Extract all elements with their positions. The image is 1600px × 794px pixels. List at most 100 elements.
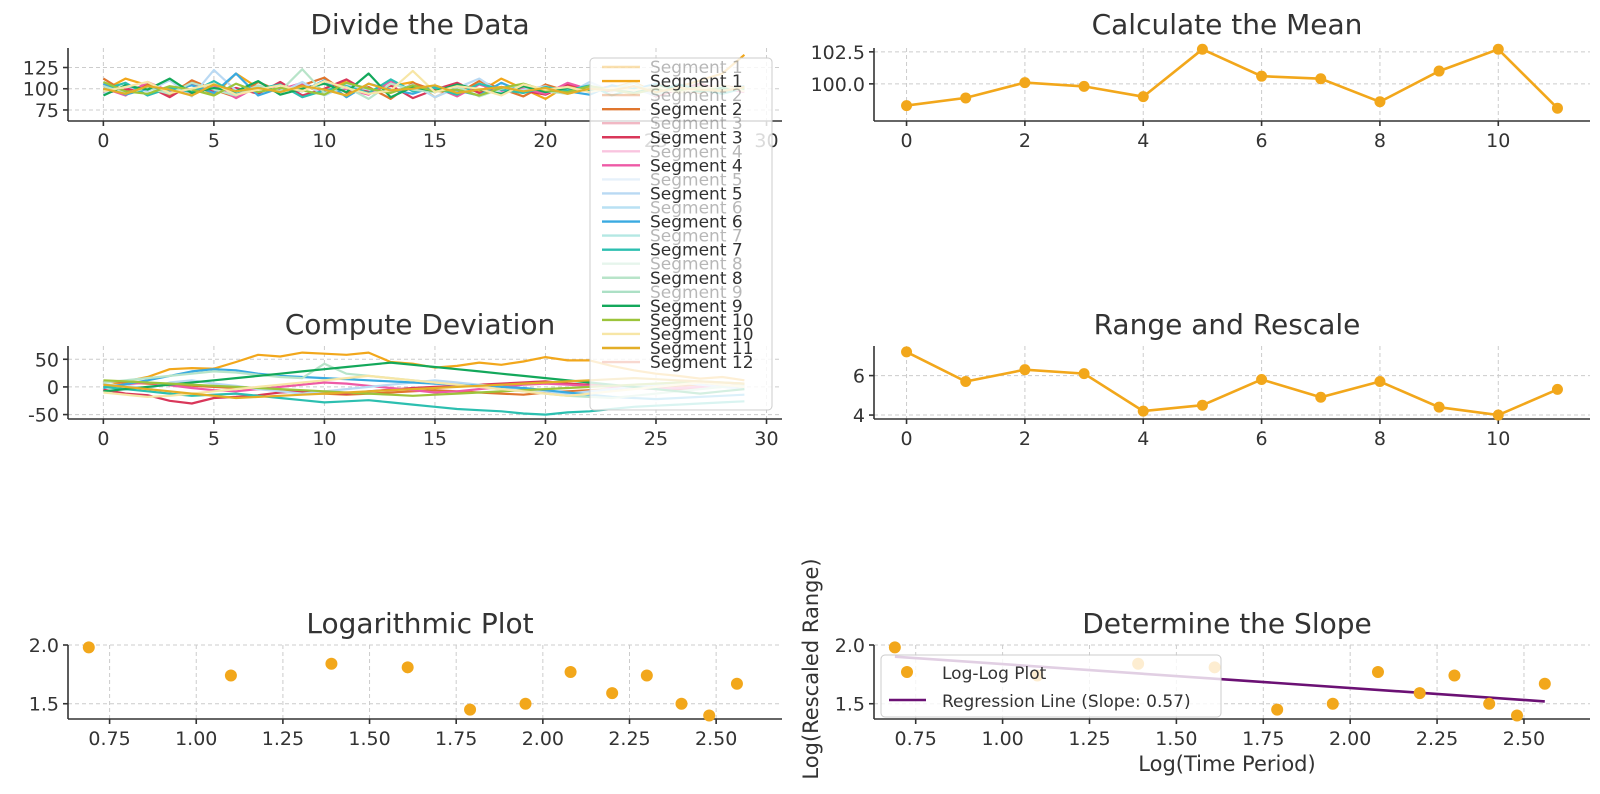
x-tick-label: 2.25 — [608, 728, 650, 750]
mean-line — [905, 350, 1559, 417]
data-point — [1551, 102, 1563, 114]
scatter-point — [1511, 709, 1524, 722]
data-point — [1374, 376, 1386, 388]
legend-label: Segment 9 — [650, 283, 743, 303]
chart-deviation: 0 5 10 15 20 25 30 -50 0 50 Compute Deviation — [28, 308, 782, 450]
data-point — [1137, 91, 1149, 103]
scatter-point — [1538, 677, 1551, 690]
y-tick-label: 100.0 — [811, 74, 865, 96]
x-tick-label: 2 — [1019, 130, 1031, 152]
scatter-point — [730, 677, 743, 690]
mean-line — [906, 47, 1559, 110]
x-tick-label: 4 — [1137, 130, 1149, 152]
y-tick-label: 75 — [35, 100, 59, 122]
data-point — [1196, 43, 1208, 55]
x-tick-label: 15 — [423, 428, 447, 450]
legend-label: Segment 7 — [650, 241, 743, 261]
chart-title: Calculate the Mean — [1092, 8, 1363, 41]
legend-label: Segment 8 — [650, 255, 743, 275]
x-tick-label: 1.00 — [175, 728, 217, 750]
legend-box — [589, 57, 773, 411]
data-point — [1492, 43, 1504, 55]
legend-label: Segment 10 — [650, 325, 754, 345]
data-point — [1078, 368, 1090, 380]
legend-label: Segment 2 — [650, 86, 743, 106]
chart-rescale: 0 2 4 6 8 10 4 6 Range and Rescale — [853, 308, 1590, 450]
y-tick-label: 2.0 — [29, 635, 59, 657]
x-tick-label: 2.50 — [1503, 728, 1545, 750]
scatter-point — [1448, 669, 1461, 682]
x-tick-label: 10 — [312, 428, 336, 450]
y-tick-label: 1.5 — [29, 694, 59, 716]
x-tick-label: 2.00 — [1329, 728, 1371, 750]
scatter-point — [82, 641, 95, 654]
legend-label: Segment 4 — [650, 156, 743, 176]
legend-label: Segment 11 — [650, 339, 754, 359]
legend-label: Segment 6 — [650, 199, 743, 219]
x-tick-label: 6 — [1256, 428, 1268, 450]
scatter-point — [675, 697, 688, 710]
y-tick-label: 6 — [853, 366, 865, 388]
x-tick-label: 20 — [533, 130, 557, 152]
scatter-point — [401, 661, 414, 674]
y-axis-label: Log(Rescaled Range) — [799, 558, 823, 779]
x-tick-label: 10 — [312, 130, 336, 152]
data-point — [1492, 409, 1504, 421]
x-tick-label: 5 — [208, 428, 220, 450]
scatter-point — [1271, 703, 1284, 716]
y-tick-label: 50 — [35, 349, 59, 371]
data-point — [1019, 77, 1031, 89]
data-point — [1078, 80, 1090, 92]
legend-box — [880, 654, 1222, 718]
scatter-point — [325, 657, 338, 670]
legend-label: Segment 1 — [650, 58, 743, 78]
scatter-point — [888, 641, 901, 654]
x-tick-label: 10 — [1486, 428, 1510, 450]
x-tick-label: 2 — [1019, 428, 1031, 450]
x-tick-label: 1.25 — [1068, 728, 1110, 750]
legend-label: Segment 5 — [650, 184, 743, 204]
x-tick-label: 1.25 — [262, 728, 304, 750]
x-tick-label: 15 — [423, 130, 447, 152]
data-point — [1374, 96, 1386, 108]
legend-slope: Log-Log Plot Regression Line (Slope: 0.57… — [880, 654, 1222, 718]
scatter-point — [1483, 697, 1496, 710]
plot-area — [901, 346, 1563, 421]
legend-label: Segment 1 — [650, 72, 743, 92]
y-tick-label: 2.0 — [835, 635, 865, 657]
scatter-point — [606, 687, 619, 700]
chart-title: Determine the Slope — [1082, 607, 1371, 640]
legend-label: Segment 7 — [650, 227, 743, 247]
data-point — [1315, 73, 1327, 85]
scatter-point — [564, 666, 577, 679]
scatter-point — [519, 697, 532, 710]
data-point — [1196, 399, 1208, 411]
x-tick-label: 1.50 — [348, 728, 390, 750]
x-tick-label: 2.50 — [695, 728, 737, 750]
legend-label: Segment 2 — [650, 100, 743, 120]
data-point — [1256, 374, 1268, 386]
x-tick-label: 0 — [97, 428, 109, 450]
x-tick-label: 20 — [533, 428, 557, 450]
chart-title: Divide the Data — [310, 8, 529, 41]
legend-label: Segment 3 — [650, 114, 743, 134]
plot-area — [901, 43, 1563, 114]
data-point — [901, 100, 913, 112]
x-tick-label: 0.75 — [895, 728, 937, 750]
scatter-point — [464, 703, 477, 716]
chart-loglog: 0.75 1.00 1.25 1.50 1.75 2.00 2.25 2.50 1.5 2.0 Lo… — [29, 607, 782, 750]
data-point — [1315, 391, 1327, 403]
chart-title: Range and Rescale — [1094, 308, 1361, 341]
data-point — [1137, 405, 1149, 417]
y-tick-label: -50 — [28, 405, 59, 427]
y-tick-label: 1.5 — [835, 694, 865, 716]
legend-label: Segment 6 — [650, 213, 743, 233]
scatter-point — [224, 669, 237, 682]
grid-lines — [874, 346, 1590, 419]
y-tick-label: 0 — [47, 377, 59, 399]
scatter-point — [1413, 687, 1426, 700]
data-point — [960, 376, 972, 388]
y-tick-label: 102.5 — [811, 42, 865, 64]
